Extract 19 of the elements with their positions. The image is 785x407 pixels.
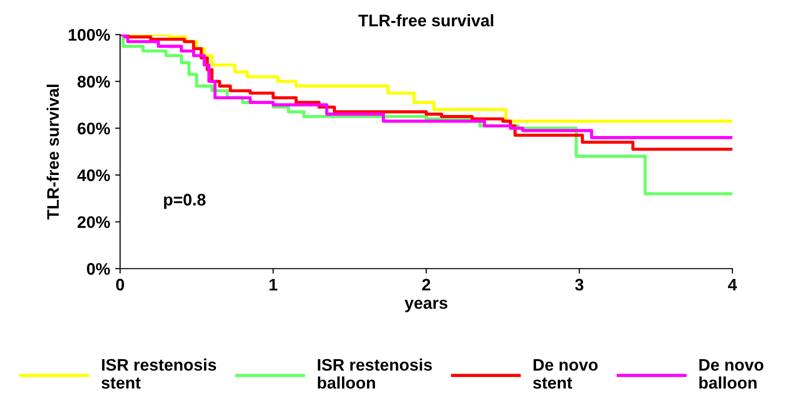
y-tick-label: 20% bbox=[78, 216, 110, 228]
legend-label: ISR restenosis balloon bbox=[318, 358, 432, 389]
legend-label: De novo stent bbox=[533, 359, 598, 389]
y-tick-label: 40% bbox=[77, 169, 110, 182]
legend-label: De novo balloon bbox=[699, 359, 764, 389]
x-tick-label: 3 bbox=[575, 278, 584, 291]
x-tick-label: 0 bbox=[116, 278, 124, 291]
x-tick-label: 4 bbox=[728, 278, 737, 290]
legend-label: ISR restenosis stent bbox=[102, 358, 216, 389]
y-tick-label: 100% bbox=[68, 28, 110, 41]
annotation: p=0.8 bbox=[164, 194, 206, 209]
x-axis-title: years bbox=[404, 300, 448, 312]
chart-title: TLR-free survival bbox=[358, 14, 494, 26]
y-tick-label: 0% bbox=[86, 263, 110, 275]
y-tick-label: 80% bbox=[78, 76, 110, 88]
x-tick-label: 1 bbox=[270, 278, 278, 290]
y-axis-title: TLR-free survival bbox=[46, 84, 59, 220]
y-tick-label: 60% bbox=[78, 122, 110, 134]
x-tick-label: 2 bbox=[422, 278, 430, 290]
